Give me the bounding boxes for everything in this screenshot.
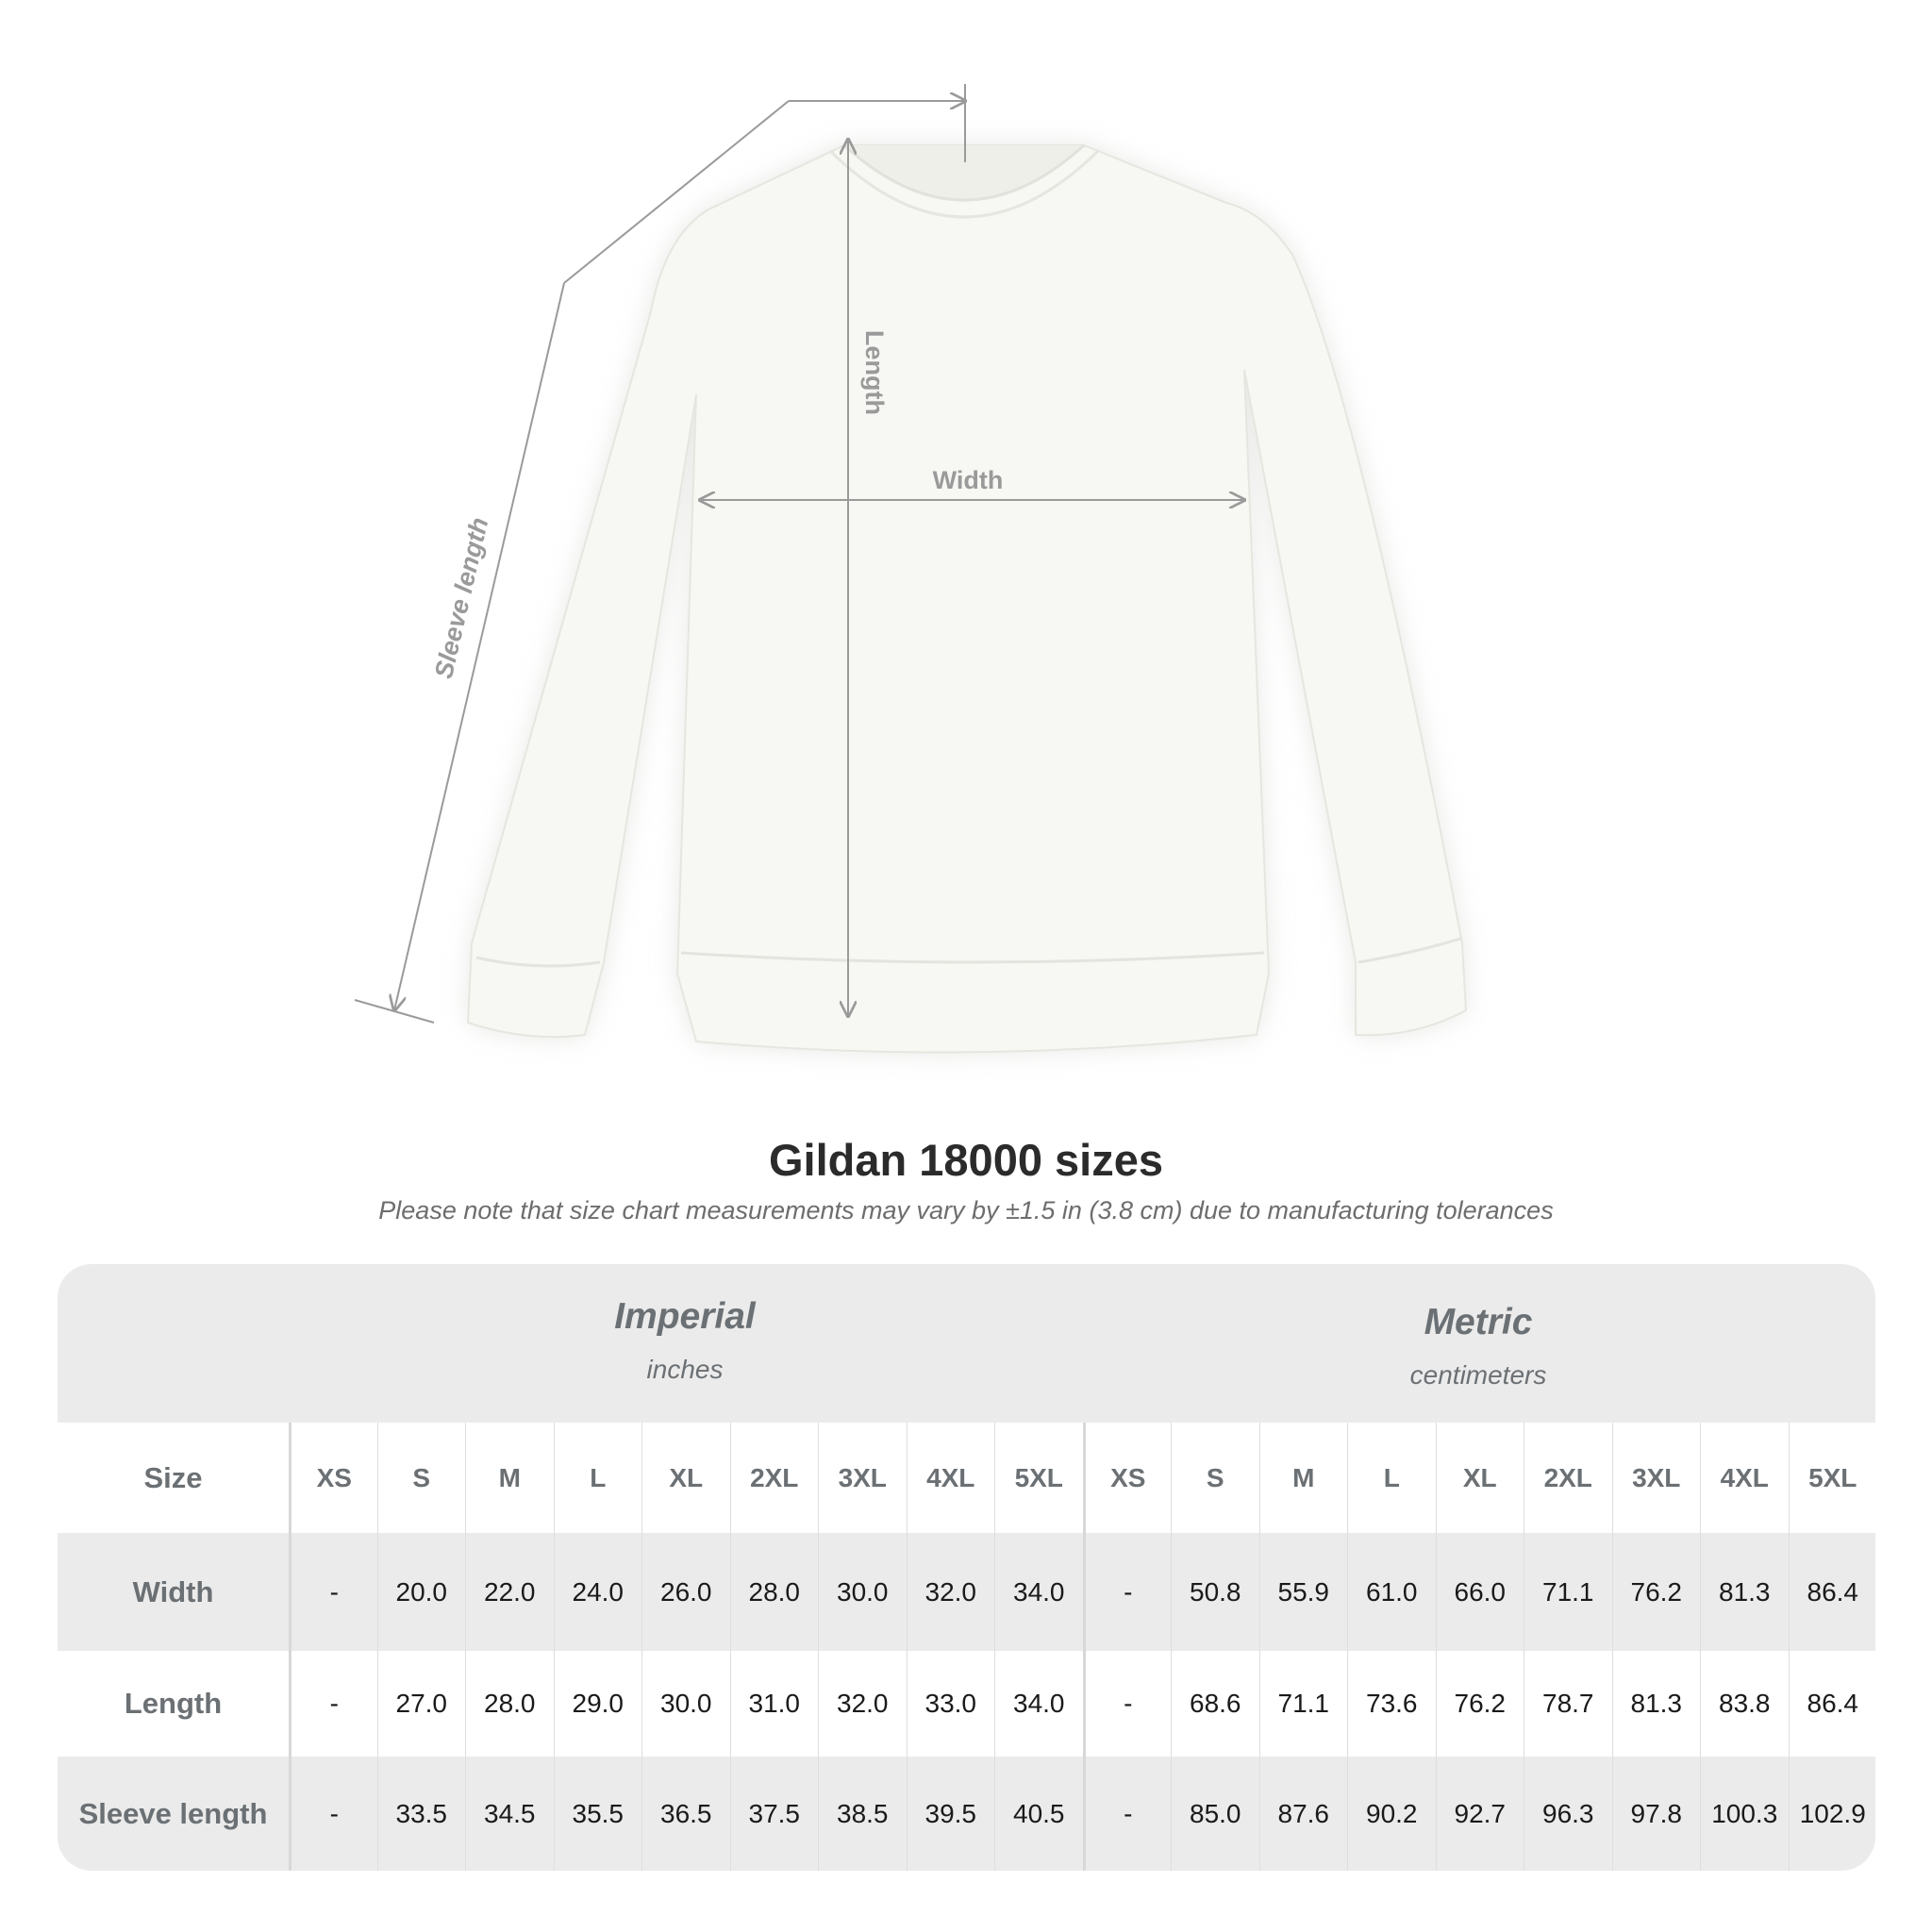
- value-cell: 34.5: [465, 1757, 554, 1871]
- value-cell: 50.8: [1171, 1533, 1259, 1651]
- value-cell: 30.0: [641, 1651, 730, 1757]
- value-cell: 86.4: [1788, 1651, 1876, 1757]
- value-cell: 33.5: [376, 1757, 466, 1871]
- row-label: Size: [143, 1460, 203, 1494]
- value-cell: 39.5: [906, 1757, 995, 1871]
- value-cell: 66.0: [1435, 1533, 1524, 1651]
- value-cell: -: [289, 1651, 377, 1757]
- value-cell: 86.4: [1788, 1533, 1876, 1651]
- value-cell: 102.9: [1788, 1757, 1876, 1871]
- value-cell: 87.6: [1258, 1757, 1348, 1871]
- value-cell: 71.1: [1258, 1651, 1348, 1757]
- value-cell: 76.2: [1611, 1533, 1701, 1651]
- value-cell: 85.0: [1171, 1757, 1259, 1871]
- value-cell: 20.0: [376, 1533, 466, 1651]
- value-cell: 96.3: [1524, 1757, 1612, 1871]
- value-cell: 28.0: [465, 1651, 554, 1757]
- table-row-sleeve-length: Sleeve length -33.5 34.5 35.5 36.5 37.5 38.5 39…: [58, 1757, 1875, 1871]
- page-title: Gildan 18000 sizes: [768, 1135, 1164, 1185]
- value-cell: 78.7: [1524, 1651, 1612, 1757]
- sweatshirt-image: [466, 143, 1468, 1054]
- metric-title: Metric: [1424, 1302, 1533, 1342]
- value-cell: 40.5: [994, 1757, 1083, 1871]
- value-cell: 32.0: [906, 1533, 995, 1651]
- value-cell: 36.5: [641, 1757, 730, 1871]
- size-header-cell: S: [376, 1423, 466, 1533]
- imperial-header: Imperial inches: [289, 1296, 1081, 1385]
- size-header-cell: 5XL: [1788, 1423, 1876, 1533]
- metric-header: Metric centimeters: [1081, 1302, 1875, 1391]
- row-label: Width: [132, 1574, 214, 1608]
- value-cell: 97.8: [1611, 1757, 1701, 1871]
- value-cell: 33.0: [906, 1651, 995, 1757]
- size-header-cell: M: [1258, 1423, 1348, 1533]
- imperial-title: Imperial: [614, 1296, 756, 1337]
- value-cell: 29.0: [553, 1651, 642, 1757]
- value-cell: 90.2: [1347, 1757, 1436, 1871]
- size-header-cell: 4XL: [1700, 1423, 1789, 1533]
- value-cell: 100.3: [1700, 1757, 1789, 1871]
- size-header-cell: XL: [1435, 1423, 1524, 1533]
- size-header-cell: 3XL: [1611, 1423, 1701, 1533]
- value-cell: -: [289, 1533, 377, 1651]
- length-label: Length: [860, 330, 889, 415]
- size-header-cell: S: [1171, 1423, 1259, 1533]
- value-cell: 81.3: [1700, 1533, 1789, 1651]
- size-header-cell: XS: [1082, 1423, 1172, 1533]
- row-label: Length: [124, 1687, 223, 1720]
- size-header-cell: 4XL: [906, 1423, 995, 1533]
- value-cell: 28.0: [729, 1533, 819, 1651]
- value-cell: 73.6: [1347, 1651, 1436, 1757]
- tolerance-note: Please note that size chart measurements…: [378, 1196, 1554, 1224]
- size-header-cell: M: [465, 1423, 554, 1533]
- size-header-cell: L: [553, 1423, 642, 1533]
- width-label: Width: [933, 466, 1004, 494]
- value-cell: 22.0: [465, 1533, 554, 1651]
- metric-unit: centimeters: [1409, 1360, 1547, 1390]
- value-cell: 26.0: [641, 1533, 730, 1651]
- value-cell: 34.0: [994, 1651, 1083, 1757]
- value-cell: 81.3: [1611, 1651, 1701, 1757]
- value-cell: 35.5: [553, 1757, 642, 1871]
- value-cell: 32.0: [818, 1651, 907, 1757]
- value-cell: 71.1: [1524, 1533, 1612, 1651]
- size-header-cell: 2XL: [1524, 1423, 1612, 1533]
- size-table: Imperial inches Metric centimeters Size X…: [58, 1264, 1875, 1871]
- value-cell: -: [1082, 1533, 1172, 1651]
- sleeve-length-label: Sleeve length: [429, 515, 493, 681]
- unit-header-band: [58, 1264, 1875, 1423]
- value-cell: 38.5: [818, 1757, 907, 1871]
- sweatshirt-diagram: Sleeve length Length Width: [354, 84, 1468, 1054]
- value-cell: -: [1082, 1757, 1172, 1871]
- size-header-cell: 5XL: [994, 1423, 1083, 1533]
- imperial-unit: inches: [646, 1355, 724, 1384]
- value-cell: 30.0: [818, 1533, 907, 1651]
- size-row: Size XS S M L XL 2XL 3XL 4XL 5XL XS S M L XL 2XL 3XL 4XL 5…: [58, 1423, 1875, 1533]
- measurement-lines: [354, 84, 1244, 1024]
- value-cell: -: [1082, 1651, 1172, 1757]
- size-header-cell: 2XL: [729, 1423, 819, 1533]
- value-cell: 37.5: [729, 1757, 819, 1871]
- value-cell: 76.2: [1435, 1651, 1524, 1757]
- value-cell: 55.9: [1258, 1533, 1348, 1651]
- value-cell: 92.7: [1435, 1757, 1524, 1871]
- size-header-cell: XS: [289, 1423, 377, 1533]
- value-cell: 24.0: [553, 1533, 642, 1651]
- table-row-width: Width -20.0 22.0 24.0 26.0 28.0 30.0 32.0 34.0-5…: [58, 1533, 1875, 1651]
- row-label: Sleeve length: [78, 1796, 268, 1830]
- value-cell: 34.0: [994, 1533, 1083, 1651]
- size-header-cell: XL: [641, 1423, 730, 1533]
- value-cell: 83.8: [1700, 1651, 1789, 1757]
- value-cell: -: [289, 1757, 377, 1871]
- table-row-length: Length -27.0 28.0 29.0 30.0 31.0 32.0 33.0 34.0-…: [58, 1651, 1875, 1757]
- value-cell: 68.6: [1171, 1651, 1259, 1757]
- size-header-cell: L: [1347, 1423, 1436, 1533]
- size-header-cell: 3XL: [818, 1423, 907, 1533]
- value-cell: 27.0: [376, 1651, 466, 1757]
- value-cell: 61.0: [1347, 1533, 1436, 1651]
- value-cell: 31.0: [729, 1651, 819, 1757]
